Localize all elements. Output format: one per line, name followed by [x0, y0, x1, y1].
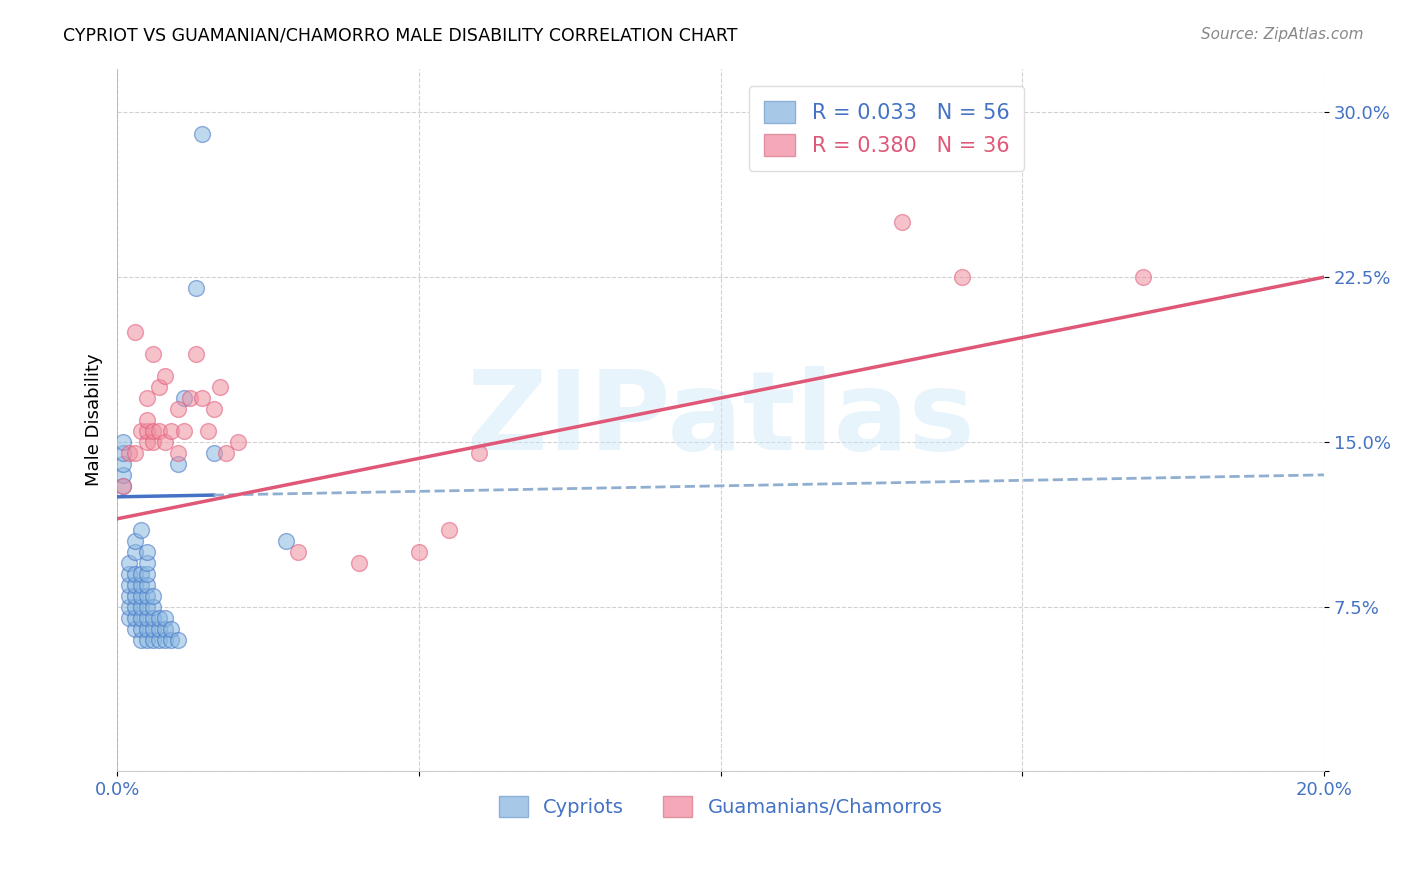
Point	[118, 599, 141, 614]
Text: Source: ZipAtlas.com: Source: ZipAtlas.com	[1201, 27, 1364, 42]
Point	[142, 622, 165, 636]
Point	[131, 523, 153, 537]
Point	[148, 610, 170, 624]
Point	[131, 622, 153, 636]
Text: CYPRIOT VS GUAMANIAN/CHAMORRO MALE DISABILITY CORRELATION CHART: CYPRIOT VS GUAMANIAN/CHAMORRO MALE DISAB…	[63, 27, 738, 45]
Point	[136, 610, 159, 624]
Point	[136, 589, 159, 603]
Point	[155, 610, 177, 624]
Point	[136, 566, 159, 581]
Point	[112, 479, 135, 493]
Point	[142, 599, 165, 614]
Point	[166, 446, 188, 460]
Point	[208, 380, 231, 394]
Point	[142, 424, 165, 438]
Point	[276, 533, 298, 548]
Point	[160, 632, 183, 647]
Point	[136, 545, 159, 559]
Point	[131, 599, 153, 614]
Point	[124, 545, 146, 559]
Point	[215, 446, 238, 460]
Point	[468, 446, 491, 460]
Point	[166, 632, 188, 647]
Point	[112, 467, 135, 482]
Point	[124, 325, 146, 339]
Point	[148, 380, 170, 394]
Point	[112, 446, 135, 460]
Text: ZIPatlas: ZIPatlas	[467, 367, 974, 474]
Point	[131, 589, 153, 603]
Point	[124, 589, 146, 603]
Point	[124, 622, 146, 636]
Point	[124, 577, 146, 591]
Point	[136, 632, 159, 647]
Point	[173, 391, 195, 405]
Point	[118, 556, 141, 570]
Point	[202, 401, 225, 416]
Point	[131, 424, 153, 438]
Point	[136, 622, 159, 636]
Point	[142, 347, 165, 361]
Point	[148, 622, 170, 636]
Point	[118, 566, 141, 581]
Point	[124, 533, 146, 548]
Point	[131, 566, 153, 581]
Point	[124, 566, 146, 581]
Point	[118, 589, 141, 603]
Point	[155, 369, 177, 384]
Point	[112, 479, 135, 493]
Point	[197, 424, 219, 438]
Point	[131, 632, 153, 647]
Point	[287, 545, 309, 559]
Point	[166, 457, 188, 471]
Point	[118, 577, 141, 591]
Point	[142, 589, 165, 603]
Point	[408, 545, 430, 559]
Point	[148, 424, 170, 438]
Point	[179, 391, 201, 405]
Point	[202, 446, 225, 460]
Point	[118, 610, 141, 624]
Point	[118, 446, 141, 460]
Point	[136, 434, 159, 449]
Point	[347, 556, 370, 570]
Legend: Cypriots, Guamanians/Chamorros: Cypriots, Guamanians/Chamorros	[491, 789, 950, 825]
Point	[142, 610, 165, 624]
Point	[131, 577, 153, 591]
Point	[160, 424, 183, 438]
Point	[136, 424, 159, 438]
Point	[136, 391, 159, 405]
Point	[226, 434, 249, 449]
Point	[890, 215, 912, 229]
Point	[136, 413, 159, 427]
Point	[190, 128, 212, 142]
Point	[142, 434, 165, 449]
Point	[142, 632, 165, 647]
Point	[112, 457, 135, 471]
Point	[124, 599, 146, 614]
Point	[437, 523, 460, 537]
Point	[136, 556, 159, 570]
Point	[1132, 270, 1154, 285]
Y-axis label: Male Disability: Male Disability	[86, 353, 103, 486]
Point	[112, 434, 135, 449]
Point	[173, 424, 195, 438]
Point	[131, 610, 153, 624]
Point	[136, 577, 159, 591]
Point	[190, 391, 212, 405]
Point	[166, 401, 188, 416]
Point	[184, 347, 207, 361]
Point	[155, 622, 177, 636]
Point	[184, 281, 207, 295]
Point	[160, 622, 183, 636]
Point	[950, 270, 973, 285]
Point	[124, 446, 146, 460]
Point	[136, 599, 159, 614]
Point	[148, 632, 170, 647]
Point	[155, 434, 177, 449]
Point	[155, 632, 177, 647]
Point	[124, 610, 146, 624]
